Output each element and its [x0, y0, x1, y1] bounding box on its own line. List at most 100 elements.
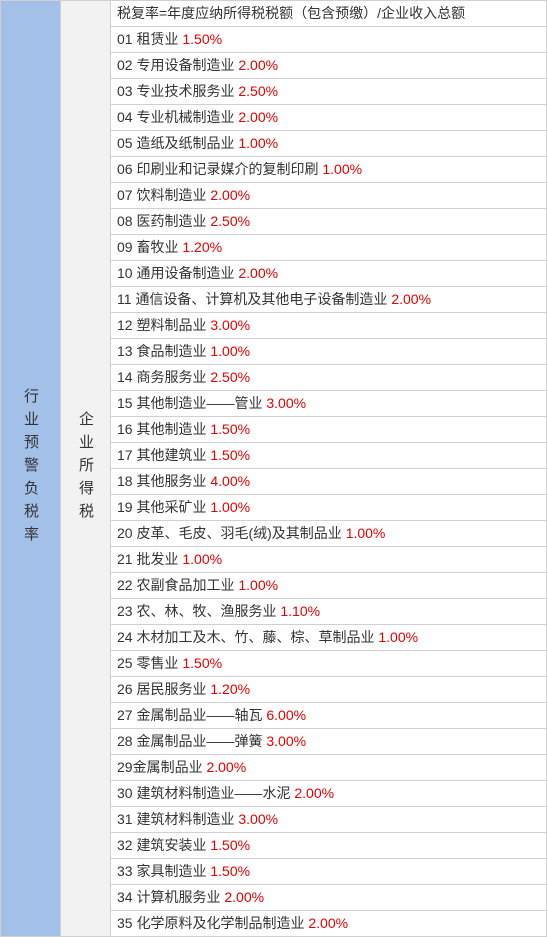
industry-name: 其他制造业	[136, 421, 210, 437]
tax-rate: 1.50%	[210, 447, 250, 463]
row-number: 34	[117, 889, 136, 905]
table-row: 33 家具制造业 1.50%	[110, 858, 547, 884]
tax-rate: 2.00%	[224, 889, 264, 905]
tax-rate: 2.00%	[308, 915, 348, 931]
row-number: 28	[117, 733, 136, 749]
left-category-label: 行业预警负税率	[20, 388, 41, 549]
row-number: 05	[117, 135, 136, 151]
table-row: 06 印刷业和记录媒介的复制印刷 1.00%	[110, 156, 547, 182]
tax-rate: 1.00%	[238, 135, 278, 151]
row-number: 29	[117, 759, 133, 775]
table-row: 29金属制品业 2.00%	[110, 754, 547, 780]
industry-name: 通用设备制造业	[136, 265, 238, 281]
tax-rate: 1.50%	[210, 837, 250, 853]
table-row: 32 建筑安装业 1.50%	[110, 832, 547, 858]
table-row: 34 计算机服务业 2.00%	[110, 884, 547, 910]
industry-name: 其他服务业	[136, 473, 210, 489]
industry-name: 食品制造业	[136, 343, 210, 359]
row-number: 30	[117, 785, 136, 801]
table-row: 12 塑料制品业 3.00%	[110, 312, 547, 338]
table-row: 19 其他采矿业 1.00%	[110, 494, 547, 520]
row-number: 02	[117, 57, 136, 73]
table-row: 24 木材加工及木、竹、藤、棕、草制品业 1.00%	[110, 624, 547, 650]
tax-rate: 1.00%	[346, 525, 386, 541]
row-number: 12	[117, 317, 136, 333]
table-row: 03 专业技术服务业 2.50%	[110, 78, 547, 104]
industry-name: 塑料制品业	[136, 317, 210, 333]
table-row: 26 居民服务业 1.20%	[110, 676, 547, 702]
table-row: 17 其他建筑业 1.50%	[110, 442, 547, 468]
table-row: 28 金属制品业——弹簧 3.00%	[110, 728, 547, 754]
row-number: 19	[117, 499, 136, 515]
industry-name: 专业技术服务业	[136, 83, 238, 99]
table-row: 22 农副食品加工业 1.00%	[110, 572, 547, 598]
industry-name: 农、林、牧、渔服务业	[136, 603, 280, 619]
table-row: 18 其他服务业 4.00%	[110, 468, 547, 494]
row-number: 15	[117, 395, 136, 411]
tax-rate: 3.00%	[266, 395, 306, 411]
industry-name: 专用设备制造业	[136, 57, 238, 73]
tax-rate: 4.00%	[210, 473, 250, 489]
tax-rate: 1.00%	[210, 499, 250, 515]
tax-rate: 1.00%	[322, 161, 362, 177]
table-row: 20 皮革、毛皮、羽毛(绒)及其制品业 1.00%	[110, 520, 547, 546]
row-number: 04	[117, 109, 136, 125]
table-row: 25 零售业 1.50%	[110, 650, 547, 676]
table-row: 08 医药制造业 2.50%	[110, 208, 547, 234]
industry-name: 计算机服务业	[136, 889, 224, 905]
tax-rate: 1.20%	[182, 239, 222, 255]
table-row: 05 造纸及纸制品业 1.00%	[110, 130, 547, 156]
tax-rate: 2.50%	[210, 369, 250, 385]
tax-rate: 1.50%	[182, 31, 222, 47]
industry-name: 饮料制造业	[136, 187, 210, 203]
table-row: 16 其他制造业 1.50%	[110, 416, 547, 442]
table-row: 14 商务服务业 2.50%	[110, 364, 547, 390]
industry-name: 造纸及纸制品业	[136, 135, 238, 151]
data-rows-column: 税复率=年度应纳所得税税额（包含预缴）/企业收入总额 01 租赁业 1.50%0…	[110, 0, 547, 937]
table-row: 15 其他制造业——管业 3.00%	[110, 390, 547, 416]
left-category-column: 行业预警负税率	[0, 0, 60, 937]
tax-rate: 2.50%	[210, 213, 250, 229]
row-number: 32	[117, 837, 136, 853]
industry-name: 建筑材料制造业	[136, 811, 238, 827]
row-number: 33	[117, 863, 136, 879]
row-number: 27	[117, 707, 136, 723]
tax-rate: 2.00%	[238, 57, 278, 73]
industry-name: 医药制造业	[136, 213, 210, 229]
row-number: 10	[117, 265, 136, 281]
table-row: 13 食品制造业 1.00%	[110, 338, 547, 364]
industry-name: 木材加工及木、竹、藤、棕、草制品业	[136, 629, 378, 645]
industry-name: 批发业	[136, 551, 182, 567]
table-row: 35 化学原料及化学制品制造业 2.00%	[110, 910, 547, 937]
row-number: 01	[117, 31, 136, 47]
tax-rate: 2.00%	[210, 187, 250, 203]
industry-name: 畜牧业	[136, 239, 182, 255]
row-number: 17	[117, 447, 136, 463]
row-number: 22	[117, 577, 136, 593]
table-row: 04 专业机械制造业 2.00%	[110, 104, 547, 130]
tax-rate: 3.00%	[266, 733, 306, 749]
table-row: 30 建筑材料制造业——水泥 2.00%	[110, 780, 547, 806]
tax-rate: 1.00%	[210, 343, 250, 359]
tax-rate: 1.20%	[210, 681, 250, 697]
industry-name: 其他采矿业	[136, 499, 210, 515]
tax-rate: 1.50%	[210, 421, 250, 437]
table-row: 23 农、林、牧、渔服务业 1.10%	[110, 598, 547, 624]
row-number: 35	[117, 915, 136, 931]
mid-category-label: 企业所得税	[75, 411, 96, 526]
row-number: 08	[117, 213, 136, 229]
industry-name: 皮革、毛皮、羽毛(绒)及其制品业	[136, 525, 345, 541]
row-number: 26	[117, 681, 136, 697]
tax-rate: 1.00%	[238, 577, 278, 593]
row-number: 14	[117, 369, 136, 385]
table-row: 31 建筑材料制造业 3.00%	[110, 806, 547, 832]
row-number: 13	[117, 343, 136, 359]
industry-name: 居民服务业	[136, 681, 210, 697]
tax-rate: 2.00%	[238, 265, 278, 281]
row-number: 24	[117, 629, 136, 645]
tax-rate: 1.50%	[210, 863, 250, 879]
row-number: 20	[117, 525, 136, 541]
industry-name: 金属制品业——轴瓦	[136, 707, 266, 723]
row-number: 09	[117, 239, 136, 255]
mid-category-column: 企业所得税	[60, 0, 110, 937]
